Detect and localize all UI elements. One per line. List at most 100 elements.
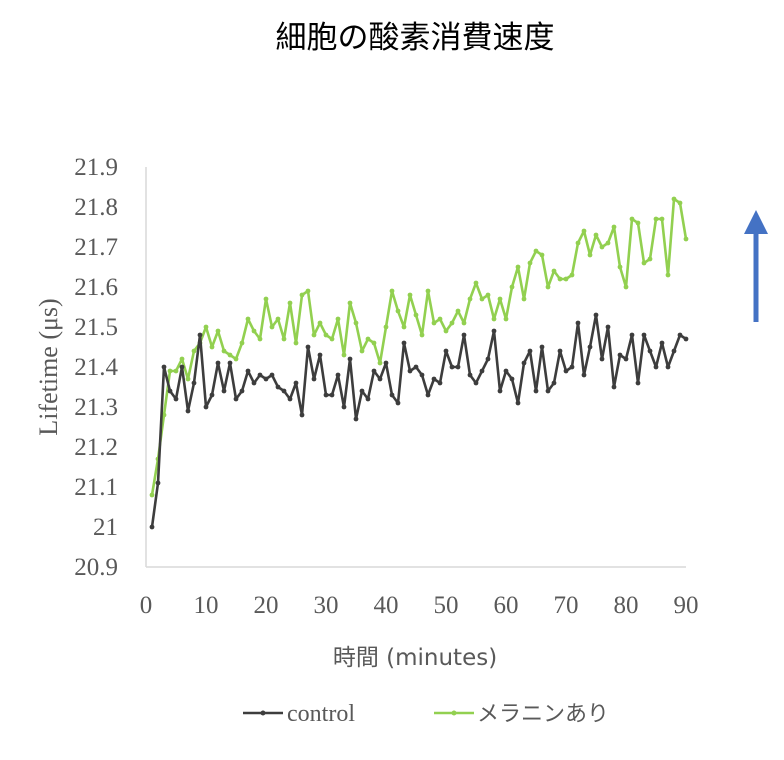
data-point: [455, 308, 461, 314]
data-point: [659, 216, 665, 222]
data-point: [341, 404, 347, 410]
data-point: [611, 384, 617, 390]
data-point: [179, 356, 185, 362]
data-point: [395, 400, 401, 406]
data-point: [419, 372, 425, 378]
data-point: [677, 200, 683, 206]
data-point: [401, 324, 407, 330]
data-point: [647, 256, 653, 262]
x-tick-label: 70: [554, 592, 579, 619]
data-point: [281, 388, 287, 394]
data-point: [443, 348, 449, 354]
data-point: [353, 320, 359, 326]
x-tick-label: 50: [434, 592, 459, 619]
data-point: [551, 268, 557, 274]
data-point: [365, 336, 371, 342]
data-point: [581, 228, 587, 234]
series-0: [149, 312, 689, 530]
data-point: [533, 388, 539, 394]
data-point: [455, 364, 461, 370]
plot-area: [149, 196, 689, 530]
data-point: [479, 368, 485, 374]
data-point: [425, 392, 431, 398]
x-tick-label: 10: [194, 592, 219, 619]
data-point: [623, 356, 629, 362]
data-point: [251, 380, 257, 386]
data-point: [179, 364, 185, 370]
legend-item-control: control: [243, 701, 355, 727]
data-point: [683, 236, 689, 242]
y-tick-label: 21.1: [74, 474, 118, 501]
data-point: [377, 360, 383, 366]
data-point: [629, 332, 635, 338]
data-point: [671, 348, 677, 354]
data-point: [671, 196, 677, 202]
data-point: [461, 320, 467, 326]
x-tick-label: 30: [314, 592, 339, 619]
data-point: [197, 332, 203, 338]
data-point: [443, 328, 449, 334]
y-tick-label: 21: [93, 514, 118, 541]
data-point: [563, 276, 569, 282]
data-point: [305, 288, 311, 294]
y-axis: 20.9 21 21.1 21.2 21.3 21.4 21.5 21.6 21.7 21.8 21…: [74, 154, 147, 581]
data-point: [341, 352, 347, 358]
x-tick-label: 60: [494, 592, 519, 619]
data-point: [413, 312, 419, 318]
data-point: [563, 368, 569, 374]
data-point: [317, 352, 323, 358]
data-point: [641, 332, 647, 338]
data-point: [329, 392, 335, 398]
data-point: [467, 372, 473, 378]
data-point: [227, 352, 233, 358]
data-point: [209, 392, 215, 398]
y-tick-label: 21.7: [74, 234, 118, 261]
data-point: [449, 320, 455, 326]
data-point: [185, 408, 191, 414]
data-point: [599, 244, 605, 250]
data-point: [557, 276, 563, 282]
data-point: [287, 300, 293, 306]
data-point: [497, 296, 503, 302]
data-point: [215, 360, 221, 366]
data-point: [317, 320, 323, 326]
x-tick-label: 20: [254, 592, 279, 619]
data-point: [497, 388, 503, 394]
data-point: [503, 316, 509, 322]
data-point: [641, 260, 647, 266]
data-point: [515, 264, 521, 270]
data-point: [191, 380, 197, 386]
data-point: [527, 260, 533, 266]
y-tick-label: 21.9: [74, 154, 118, 181]
data-point: [419, 332, 425, 338]
legend-marker-melanin: [451, 710, 457, 716]
data-point: [449, 364, 455, 370]
data-point: [581, 372, 587, 378]
data-point: [275, 316, 281, 322]
data-point: [287, 396, 293, 402]
data-point: [575, 240, 581, 246]
data-point: [617, 264, 623, 270]
data-point: [359, 388, 365, 394]
data-point: [293, 340, 299, 346]
data-point: [491, 316, 497, 322]
data-point: [461, 332, 467, 338]
legend-item-melanin: メラニンあり: [434, 702, 609, 727]
data-point: [473, 280, 479, 286]
data-point: [299, 292, 305, 298]
x-tick-label: 80: [614, 592, 639, 619]
data-point: [635, 380, 641, 386]
data-point: [545, 284, 551, 290]
data-point: [209, 344, 215, 350]
data-point: [569, 272, 575, 278]
data-point: [149, 524, 155, 530]
data-point: [491, 328, 497, 334]
data-point: [281, 336, 287, 342]
data-point: [431, 320, 437, 326]
data-point: [383, 360, 389, 366]
data-point: [575, 320, 581, 326]
data-point: [215, 328, 221, 334]
data-point: [515, 400, 521, 406]
data-point: [503, 368, 509, 374]
data-point: [263, 376, 269, 382]
